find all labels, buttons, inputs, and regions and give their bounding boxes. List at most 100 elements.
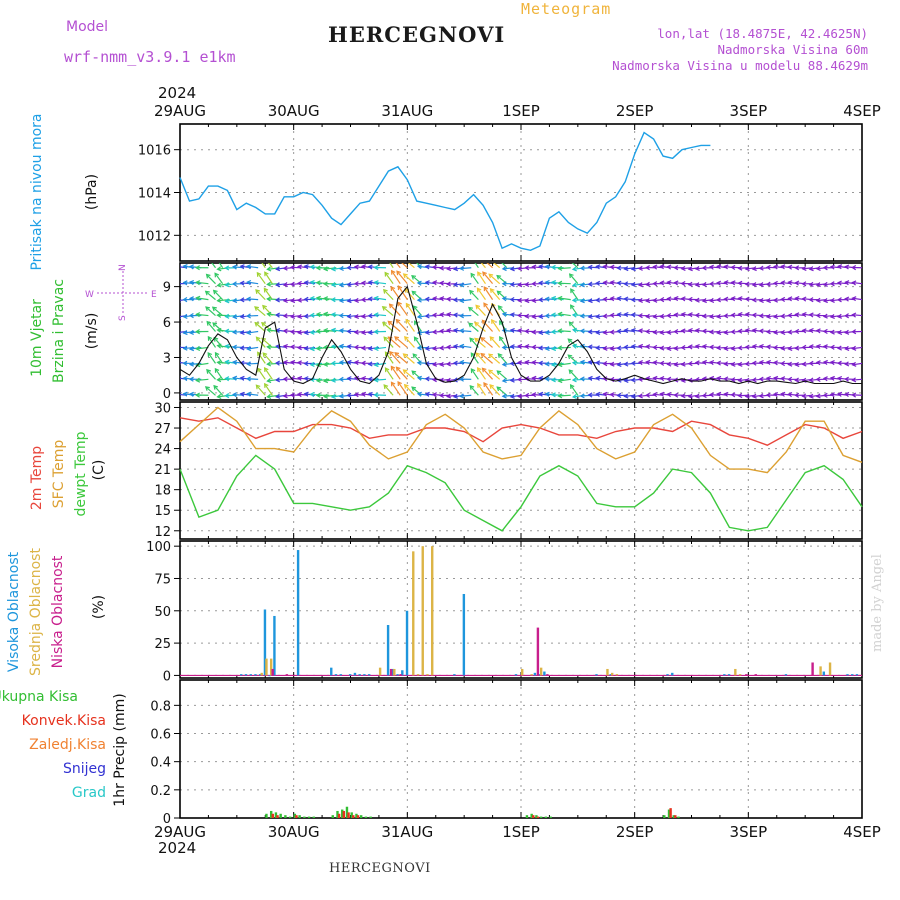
compass-w: W	[85, 290, 94, 300]
wind-arrow	[218, 263, 224, 269]
wind-arrowhead	[452, 360, 458, 366]
wind-arrowhead	[424, 361, 430, 367]
wind-arrowhead	[680, 393, 686, 399]
wind-arrowhead	[808, 377, 814, 383]
wind-arrow	[261, 337, 273, 348]
wind-arrowhead	[468, 322, 474, 328]
wind-arrowhead	[182, 391, 188, 397]
wind-arrow	[483, 302, 494, 316]
wind-arrowhead	[446, 393, 452, 399]
wind-arrowhead	[346, 265, 352, 271]
wind-arrowhead	[452, 327, 459, 334]
wind-arrowhead	[637, 343, 644, 349]
wind-arrowhead	[394, 336, 400, 341]
precip-legend-item: Snijeg	[63, 761, 106, 777]
wind-arrowhead	[701, 328, 707, 334]
wind-arrowhead	[412, 353, 418, 359]
wind-arrow	[383, 289, 394, 301]
wind-arrowhead	[239, 391, 245, 397]
wind-arrow	[852, 378, 862, 381]
wind-arrowhead	[424, 345, 430, 351]
mid-cloud-bar	[828, 662, 832, 676]
wind-arrowhead	[630, 281, 636, 288]
wind-arrowhead	[701, 265, 707, 271]
wind-arrowhead	[353, 375, 360, 381]
wind-arrow	[570, 288, 579, 300]
wind-arrowhead	[475, 352, 481, 358]
compass-n: N	[118, 264, 128, 271]
wind-arrowhead	[737, 296, 743, 302]
wind-arrow	[470, 368, 479, 380]
wind-arrowhead	[524, 265, 530, 271]
wind-arrow	[468, 307, 479, 317]
wind-arrowhead	[289, 281, 295, 287]
wind-arrowhead	[716, 345, 722, 351]
wind-arrowhead	[188, 312, 194, 319]
wind-arrowhead	[787, 280, 793, 286]
wind-arrow	[483, 286, 494, 300]
wind-arrowhead	[687, 296, 693, 303]
wind-arrowhead	[673, 328, 679, 335]
wind-arrowhead	[216, 282, 222, 288]
mid-cloud-bar	[393, 668, 396, 676]
wind-arrow	[247, 281, 259, 285]
wind-arrow	[397, 301, 408, 316]
wind-arrowhead	[303, 313, 309, 319]
wind-arrowhead	[571, 327, 577, 333]
wind-arrowhead	[216, 343, 222, 349]
wind-arrowhead	[550, 280, 557, 286]
wind-arrowhead	[557, 345, 563, 351]
mid-cloud-bar	[819, 666, 822, 676]
wind-arrowhead	[780, 264, 786, 270]
wind-arrowhead	[538, 391, 544, 397]
wind-arrowhead	[708, 264, 714, 270]
wind-arrow	[389, 263, 394, 269]
mid-cloud-bar	[421, 546, 424, 676]
wind-arrowhead	[261, 321, 266, 327]
wind-arrowhead	[275, 393, 281, 399]
wind-arrowhead	[595, 391, 601, 397]
wind-arrowhead	[623, 266, 629, 272]
wind-arrowhead	[188, 296, 194, 302]
wind-arrowhead	[480, 352, 486, 358]
wind-arrow	[196, 313, 209, 317]
wind-arrowhead	[431, 392, 437, 398]
total-precip-bar	[288, 816, 292, 818]
wind-arrowhead	[571, 312, 577, 318]
wind-arrowhead	[595, 360, 601, 366]
wind-arrowhead	[384, 367, 390, 373]
wind-arrowhead	[416, 314, 422, 320]
wind-arrowhead	[402, 273, 408, 279]
wind-arrowhead	[390, 365, 396, 371]
wind-arrow	[183, 393, 195, 396]
wind-arrowhead	[367, 280, 373, 286]
wind-arrowhead	[687, 393, 693, 399]
wind-arrowhead	[836, 297, 842, 303]
panel-frame	[179, 540, 863, 679]
wind-arrow	[206, 369, 216, 380]
low-cloud-bar	[754, 674, 757, 676]
wind-arrowhead	[659, 391, 665, 397]
wind-arrowhead	[587, 392, 593, 398]
wind-arrowhead	[439, 265, 444, 271]
wind-arrowhead	[353, 314, 360, 320]
wind-arrow	[490, 288, 501, 301]
wind-arrow	[190, 362, 202, 366]
wind-arrowhead	[708, 392, 714, 398]
wind-arrowhead	[214, 351, 220, 357]
wind-arrowhead	[623, 328, 629, 334]
wind-arrowhead	[550, 295, 557, 301]
wind-arrowhead	[666, 391, 672, 398]
wind-arrowhead	[323, 327, 329, 334]
conv-precip-bar	[337, 813, 341, 818]
wind-arrowhead	[431, 312, 437, 318]
wind-arrowhead	[315, 328, 321, 334]
wind-arrowhead	[517, 312, 522, 319]
wind-arrowhead	[275, 266, 281, 272]
wind-arrowhead	[346, 376, 352, 382]
wind-arrowhead	[609, 296, 615, 302]
conv-precip-bar	[669, 808, 672, 818]
total-precip-bar	[274, 812, 278, 818]
precip-axis-title: 1hr Precip (mm)	[112, 693, 128, 806]
wind-arrowhead	[509, 296, 515, 303]
